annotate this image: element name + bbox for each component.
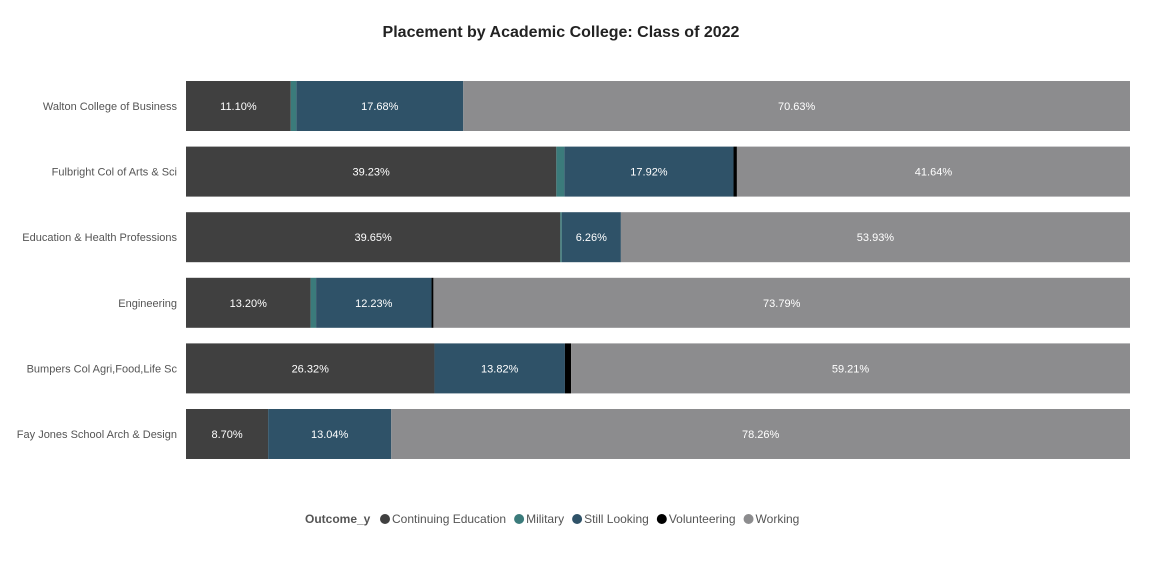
legend-item-volunteering[interactable]: Volunteering xyxy=(669,512,736,526)
data-label-working-education-health-professions: 53.93% xyxy=(857,232,895,244)
bar-continuing-education-fay-jones-school-arch-design[interactable] xyxy=(186,409,269,459)
data-label-still-looking-fulbright-col-of-arts-sci: 17.92% xyxy=(630,167,668,179)
bar-military-engineering[interactable] xyxy=(310,277,317,328)
bar-working-engineering[interactable] xyxy=(433,277,1131,328)
bar-continuing-education-walton-college-of-business[interactable] xyxy=(186,81,291,131)
data-label-still-looking-walton-college-of-business: 17.68% xyxy=(361,101,399,113)
data-label-still-looking-fay-jones-school-arch-design: 13.04% xyxy=(311,429,349,441)
bar-continuing-education-bumpers-col-agri-food-life-sc[interactable] xyxy=(186,343,435,394)
data-label-working-fulbright-col-of-arts-sci: 41.64% xyxy=(915,167,953,179)
data-label-working-walton-college-of-business: 70.63% xyxy=(778,101,816,113)
bar-still-looking-walton-college-of-business[interactable] xyxy=(296,81,464,131)
bar-military-fulbright-col-of-arts-sci[interactable] xyxy=(556,146,565,197)
legend-marker-continuing-education xyxy=(380,514,390,524)
category-label-fay-jones-school-arch-design: Fay Jones School Arch & Design xyxy=(17,429,177,441)
bar-volunteering-bumpers-col-agri-food-life-sc[interactable] xyxy=(564,343,572,394)
category-label-bumpers-col-agri-food-life-sc: Bumpers Col Agri,Food,Life Sc xyxy=(27,363,178,375)
legend-item-military[interactable]: Military xyxy=(526,512,564,526)
legend-marker-still-looking xyxy=(572,514,583,524)
legend-marker-military xyxy=(514,514,525,524)
bar-continuing-education-education-health-professions[interactable] xyxy=(186,212,561,263)
category-label-education-health-professions: Education & Health Professions xyxy=(22,232,177,244)
bar-continuing-education-engineering[interactable] xyxy=(186,277,311,328)
data-label-continuing-education-bumpers-col-agri-food-life-sc: 26.32% xyxy=(292,363,330,375)
legend-item-still-looking[interactable]: Still Looking xyxy=(584,512,649,526)
chart-title: Placement by Academic College: Class of … xyxy=(383,24,740,41)
bar-continuing-education-fulbright-col-of-arts-sci[interactable] xyxy=(186,146,557,197)
data-label-working-fay-jones-school-arch-design: 78.26% xyxy=(742,429,780,441)
legend-marker-working xyxy=(743,514,754,524)
data-label-still-looking-engineering: 12.23% xyxy=(355,298,393,310)
category-label-fulbright-col-of-arts-sci: Fulbright Col of Arts & Sci xyxy=(52,167,177,179)
data-label-continuing-education-engineering: 13.20% xyxy=(230,298,268,310)
legend-marker-volunteering xyxy=(656,514,667,524)
data-label-continuing-education-walton-college-of-business: 11.10% xyxy=(220,101,257,113)
bar-still-looking-engineering[interactable] xyxy=(316,277,432,328)
bar-still-looking-fulbright-col-of-arts-sci[interactable] xyxy=(564,146,734,197)
bar-still-looking-bumpers-col-agri-food-life-sc[interactable] xyxy=(434,343,565,394)
category-label-walton-college-of-business: Walton College of Business xyxy=(43,101,178,113)
bar-working-walton-college-of-business[interactable] xyxy=(463,81,1130,131)
bar-volunteering-engineering[interactable] xyxy=(431,277,434,328)
bar-still-looking-fay-jones-school-arch-design[interactable] xyxy=(268,409,392,459)
bar-working-bumpers-col-agri-food-life-sc[interactable] xyxy=(571,343,1130,394)
data-label-working-engineering: 73.79% xyxy=(763,298,801,310)
bar-working-fulbright-col-of-arts-sci[interactable] xyxy=(736,146,1130,197)
data-label-still-looking-bumpers-col-agri-food-life-sc: 13.82% xyxy=(481,363,519,375)
legend-title: Outcome_y xyxy=(305,512,371,526)
bar-military-education-health-professions[interactable] xyxy=(560,212,562,263)
data-label-working-bumpers-col-agri-food-life-sc: 59.21% xyxy=(832,363,870,375)
bar-still-looking-education-health-professions[interactable] xyxy=(561,212,621,263)
data-label-continuing-education-education-health-professions: 39.65% xyxy=(354,232,392,244)
legend: Outcome_y Continuing Education Military Sti… xyxy=(305,512,799,526)
data-label-still-looking-education-health-professions: 6.26% xyxy=(576,232,607,244)
bars-layer: Walton College of Business 11.10% 17.68% 70… xyxy=(17,81,1131,459)
data-label-continuing-education-fulbright-col-of-arts-sci: 39.23% xyxy=(353,167,391,179)
bar-volunteering-fulbright-col-of-arts-sci[interactable] xyxy=(733,146,737,197)
legend-item-working[interactable]: Working xyxy=(756,512,800,526)
bar-working-fay-jones-school-arch-design[interactable] xyxy=(391,409,1130,459)
data-label-continuing-education-fay-jones-school-arch-design: 8.70% xyxy=(211,429,242,441)
bar-military-walton-college-of-business[interactable] xyxy=(290,81,297,131)
legend-item-continuing-education[interactable]: Continuing Education xyxy=(392,512,506,526)
category-label-engineering: Engineering xyxy=(118,298,177,310)
bar-working-education-health-professions[interactable] xyxy=(620,212,1130,263)
